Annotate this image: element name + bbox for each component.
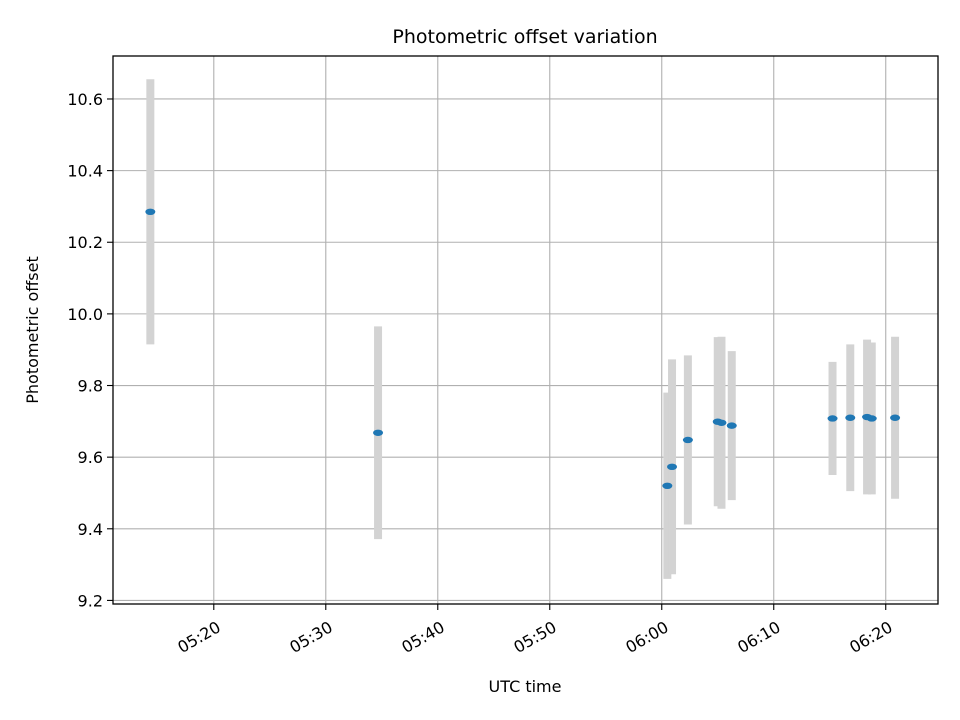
chart-title: Photometric offset variation: [392, 26, 657, 48]
y-tick-label: 10.6: [67, 90, 103, 109]
y-tick-label: 10.0: [67, 305, 103, 324]
plot-frame: [112, 55, 939, 605]
y-axis: 9.2 9.4 9.6 9.8 10.0 10.2 10.4 10.6: [67, 90, 113, 610]
data-point: [726, 422, 737, 429]
data-point: [866, 415, 877, 422]
y-tick-label: 9.6: [78, 448, 103, 467]
grid: [113, 56, 938, 604]
y-tick-label: 10.2: [67, 233, 103, 252]
data-point: [827, 415, 838, 422]
data-point: [662, 482, 673, 490]
data-point: [845, 414, 856, 421]
y-axis-label: Photometric offset: [23, 256, 42, 404]
data-point: [145, 208, 156, 216]
y-tick-label: 9.4: [78, 520, 103, 539]
data-point: [667, 463, 678, 471]
data-point: [373, 429, 384, 436]
y-tick-label: 10.4: [67, 162, 103, 181]
data-points: [145, 208, 901, 490]
data-point: [682, 436, 693, 444]
data-point: [890, 414, 901, 421]
y-tick-label: 9.2: [78, 591, 103, 610]
data-point: [716, 419, 727, 426]
x-axis-label: UTC time: [489, 677, 562, 696]
y-tick-label: 9.8: [78, 377, 103, 396]
